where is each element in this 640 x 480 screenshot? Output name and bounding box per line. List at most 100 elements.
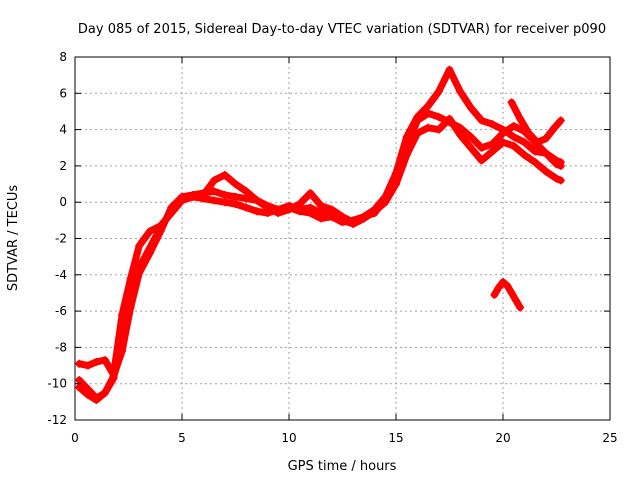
data-point [556,158,565,167]
data-point [75,376,84,385]
y-axis-label: SDTVAR / TECUs [6,185,21,292]
data-point [392,169,400,178]
data-point [507,288,516,297]
data-point [109,370,118,379]
data-point [466,143,475,152]
data-point [126,274,135,283]
data-point [252,196,261,205]
data-point [317,201,326,210]
y-tick-label: 4 [59,123,67,137]
data-point [83,361,92,370]
data-point [511,296,520,305]
y-tick-label: -12 [47,413,67,427]
data-point [509,121,518,130]
data-point [488,147,497,156]
x-tick-label: 10 [281,431,296,445]
data-point [466,132,475,141]
data-point [231,180,240,189]
data-point [220,190,229,199]
data-point [552,156,561,165]
y-tick-label: 2 [59,159,67,173]
data-point [242,203,251,212]
data-point [541,134,550,143]
series-track-3 [75,66,565,379]
data-point [231,192,240,201]
data-point [509,141,518,150]
data-point [509,132,518,141]
data-point [445,65,454,74]
data-point [231,200,240,209]
data-point [490,290,499,299]
data-point [424,123,433,132]
data-point [520,138,529,147]
data-point [100,388,109,397]
x-tick-label: 25 [602,431,617,445]
data-point [434,125,443,134]
data-point [242,187,251,196]
data-point [210,176,219,185]
data-point [550,123,559,132]
data-point [541,167,550,176]
data-point [220,198,229,207]
data-point [424,102,433,111]
data-point [92,396,101,405]
data-point [349,218,358,227]
data-point [556,176,565,185]
data-point [75,383,84,392]
data-point [274,209,283,218]
y-tick-label: -2 [55,232,67,246]
data-point [242,194,251,203]
data-point [503,281,512,290]
data-point [126,303,135,312]
data-point [531,147,540,156]
data-point [494,283,503,292]
data-point [434,87,443,96]
tick-layer: 0 5 10 15 20 25 -12 -10 -8 -6 -4 -2 0 2 4 6 8 [47,50,617,445]
data-point [456,87,465,96]
data-point [210,196,219,205]
data-point [92,357,101,366]
data-point [477,156,486,165]
data-point [145,227,154,236]
data-point [210,187,219,196]
y-tick-label: 0 [59,195,67,209]
data-point [477,116,486,125]
data-point [520,151,529,160]
data-point [252,207,261,216]
data-point [220,170,229,179]
data-point [188,192,197,201]
data-point [338,212,347,221]
data-point [434,112,443,121]
data-point [156,221,165,230]
data-point [556,116,565,125]
x-axis-label: GPS time / hours [288,459,397,474]
data-point [413,112,422,121]
data-point [552,174,561,183]
data-point [327,205,336,214]
data-point [145,249,154,258]
data-point [285,205,293,214]
data-point [516,303,525,312]
data-point [135,241,144,250]
data-point [263,203,272,212]
x-tick-label: 5 [178,431,186,445]
chart-title: Day 085 of 2015, Sidereal Day-to-day VTE… [78,22,606,37]
y-tick-label: 8 [59,50,67,64]
data-point [167,209,176,218]
data-point [499,278,507,287]
data-point [541,149,550,158]
data-point [488,140,497,149]
data-point [499,125,507,134]
data-point [402,132,411,141]
data-point [456,131,465,140]
data-point [295,200,304,209]
data-point [466,103,475,112]
data-point [533,138,542,147]
data-point [477,143,486,152]
y-tick-label: 6 [59,86,67,100]
data-point [306,203,315,212]
series-track-2 [75,115,565,404]
data-point [83,390,92,399]
data-point [413,129,422,138]
